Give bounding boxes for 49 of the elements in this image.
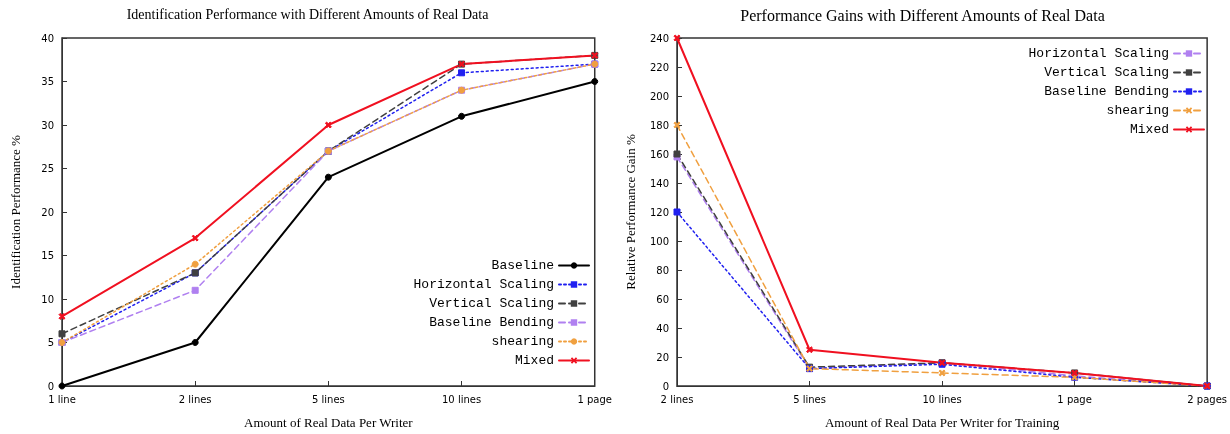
y-tick-label: 20 [656,351,669,363]
y-tick-label: 180 [649,119,669,131]
y-tick-label: 5 [47,337,54,348]
legend-label: Horizontal Scaling [413,277,554,292]
legend-label: Vertical Scaling [1044,65,1169,80]
legend-label: Mixed [514,353,554,368]
x-tick-label: 10 lines [441,393,482,405]
y-tick-label: 140 [649,177,669,189]
x-tick-label: 2 pages [1187,393,1227,405]
y-tick-label: 15 [41,250,54,261]
y-tick-label: 25 [41,163,54,174]
y-axis-title: Relative Performance Gain % [623,134,638,290]
y-tick-label: 100 [649,235,669,247]
y-tick-label: 30 [41,119,54,131]
y-tick-label: 200 [649,90,669,102]
y-axis-title: Identification Performance % [8,134,23,289]
x-tick-label: 2 lines [660,393,694,405]
x-tick-label: 5 lines [311,393,345,405]
x-tick-label: 1 page [1057,393,1092,405]
x-tick-label: 10 lines [922,393,962,405]
y-tick-label: 0 [47,380,54,392]
y-tick-label: 10 [41,293,54,305]
x-axis-title: Amount of Real Data Per Writer [244,415,414,430]
chart-title: Performance Gains with Different Amounts of Real Data [740,6,1105,24]
x-tick-label: 1 page [577,393,613,405]
legend-label: Vertical Scaling [429,296,554,311]
y-tick-label: 40 [656,322,669,334]
legend-label: shearing [491,334,554,349]
x-axis-title: Amount of Real Data Per Writer for Training [824,415,1060,430]
y-tick-label: 240 [649,32,669,44]
legend-label: shearing [1106,103,1169,118]
y-tick-label: 160 [649,148,669,160]
x-tick-label: 1 line [48,393,76,405]
y-tick-label: 120 [649,206,669,218]
legend-label: Baseline Bending [429,315,554,330]
y-tick-label: 40 [41,32,54,44]
x-tick-label: 2 lines [178,393,212,405]
y-tick-label: 80 [656,264,669,276]
y-tick-label: 35 [41,76,54,87]
chart-title: Identification Performance with Different Amounts of Real Data [126,6,490,22]
y-tick-label: 0 [662,380,669,392]
legend-label: Mixed [1129,122,1169,137]
legend-label: Baseline Bending [1044,84,1169,99]
legend-label: Baseline [491,258,554,273]
legend-label: Horizontal Scaling [1028,46,1169,61]
x-tick-label: 5 lines [793,393,826,405]
y-tick-label: 220 [649,61,669,73]
y-tick-label: 20 [41,206,54,218]
y-tick-label: 60 [656,293,669,305]
